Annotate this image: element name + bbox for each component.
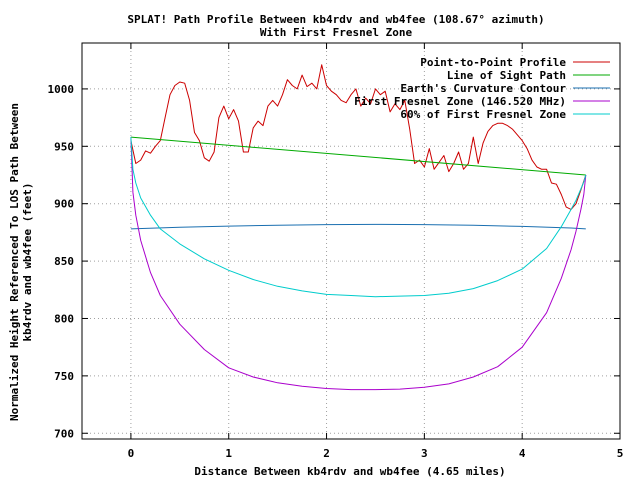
chart-subtitle: With First Fresnel Zone — [260, 26, 413, 39]
legend-label-3: First Fresnel Zone (146.520 MHz) — [354, 95, 566, 108]
plot-border — [81, 42, 621, 440]
x-tick-label-2: 2 — [323, 447, 330, 460]
y-tick-label-0: 700 — [54, 427, 74, 440]
x-tick-label-4: 4 — [519, 447, 526, 460]
chart-title: SPLAT! Path Profile Between kb4rdv and w… — [127, 13, 544, 26]
legend-label-0: Point-to-Point Profile — [420, 56, 566, 69]
y-axis-label-line2: kb4rdv and wb4fee (feet) — [21, 183, 34, 342]
series-line-0 — [130, 64, 587, 210]
legend-label-1: Line of Sight Path — [447, 69, 566, 82]
y-tick-label-3: 850 — [54, 255, 74, 268]
y-tick-label-2: 800 — [54, 312, 74, 325]
y-tick-label-1: 750 — [54, 370, 74, 383]
y-tick-label-6: 1000 — [48, 83, 75, 96]
tick-labels: 0 1 2 3 4 5 700 750 800 850 900 950 1000 — [48, 83, 624, 460]
x-tick-label-3: 3 — [421, 447, 428, 460]
legend-label-4: 60% of First Fresnel Zone — [400, 108, 566, 121]
series-line-2 — [130, 223, 586, 230]
x-axis-label: Distance Between kb4rdv and wb4fee (4.65… — [194, 465, 505, 478]
axes — [81, 42, 621, 440]
legend-label-2: Earth's Curvature Contour — [400, 82, 566, 95]
y-axis-label-line1: Normalized Height Referenced To LOS Path… — [8, 103, 21, 421]
series-line-1 — [130, 136, 586, 176]
grid-lines — [82, 43, 621, 439]
series-line-4 — [130, 137, 587, 298]
x-tick-label-1: 1 — [225, 447, 232, 460]
x-tick-label-0: 0 — [128, 447, 135, 460]
series-line-3 — [130, 137, 587, 391]
y-tick-label-4: 900 — [54, 198, 74, 211]
x-tick-label-5: 5 — [617, 447, 624, 460]
series-lines — [130, 64, 587, 391]
y-tick-label-5: 950 — [54, 140, 74, 153]
